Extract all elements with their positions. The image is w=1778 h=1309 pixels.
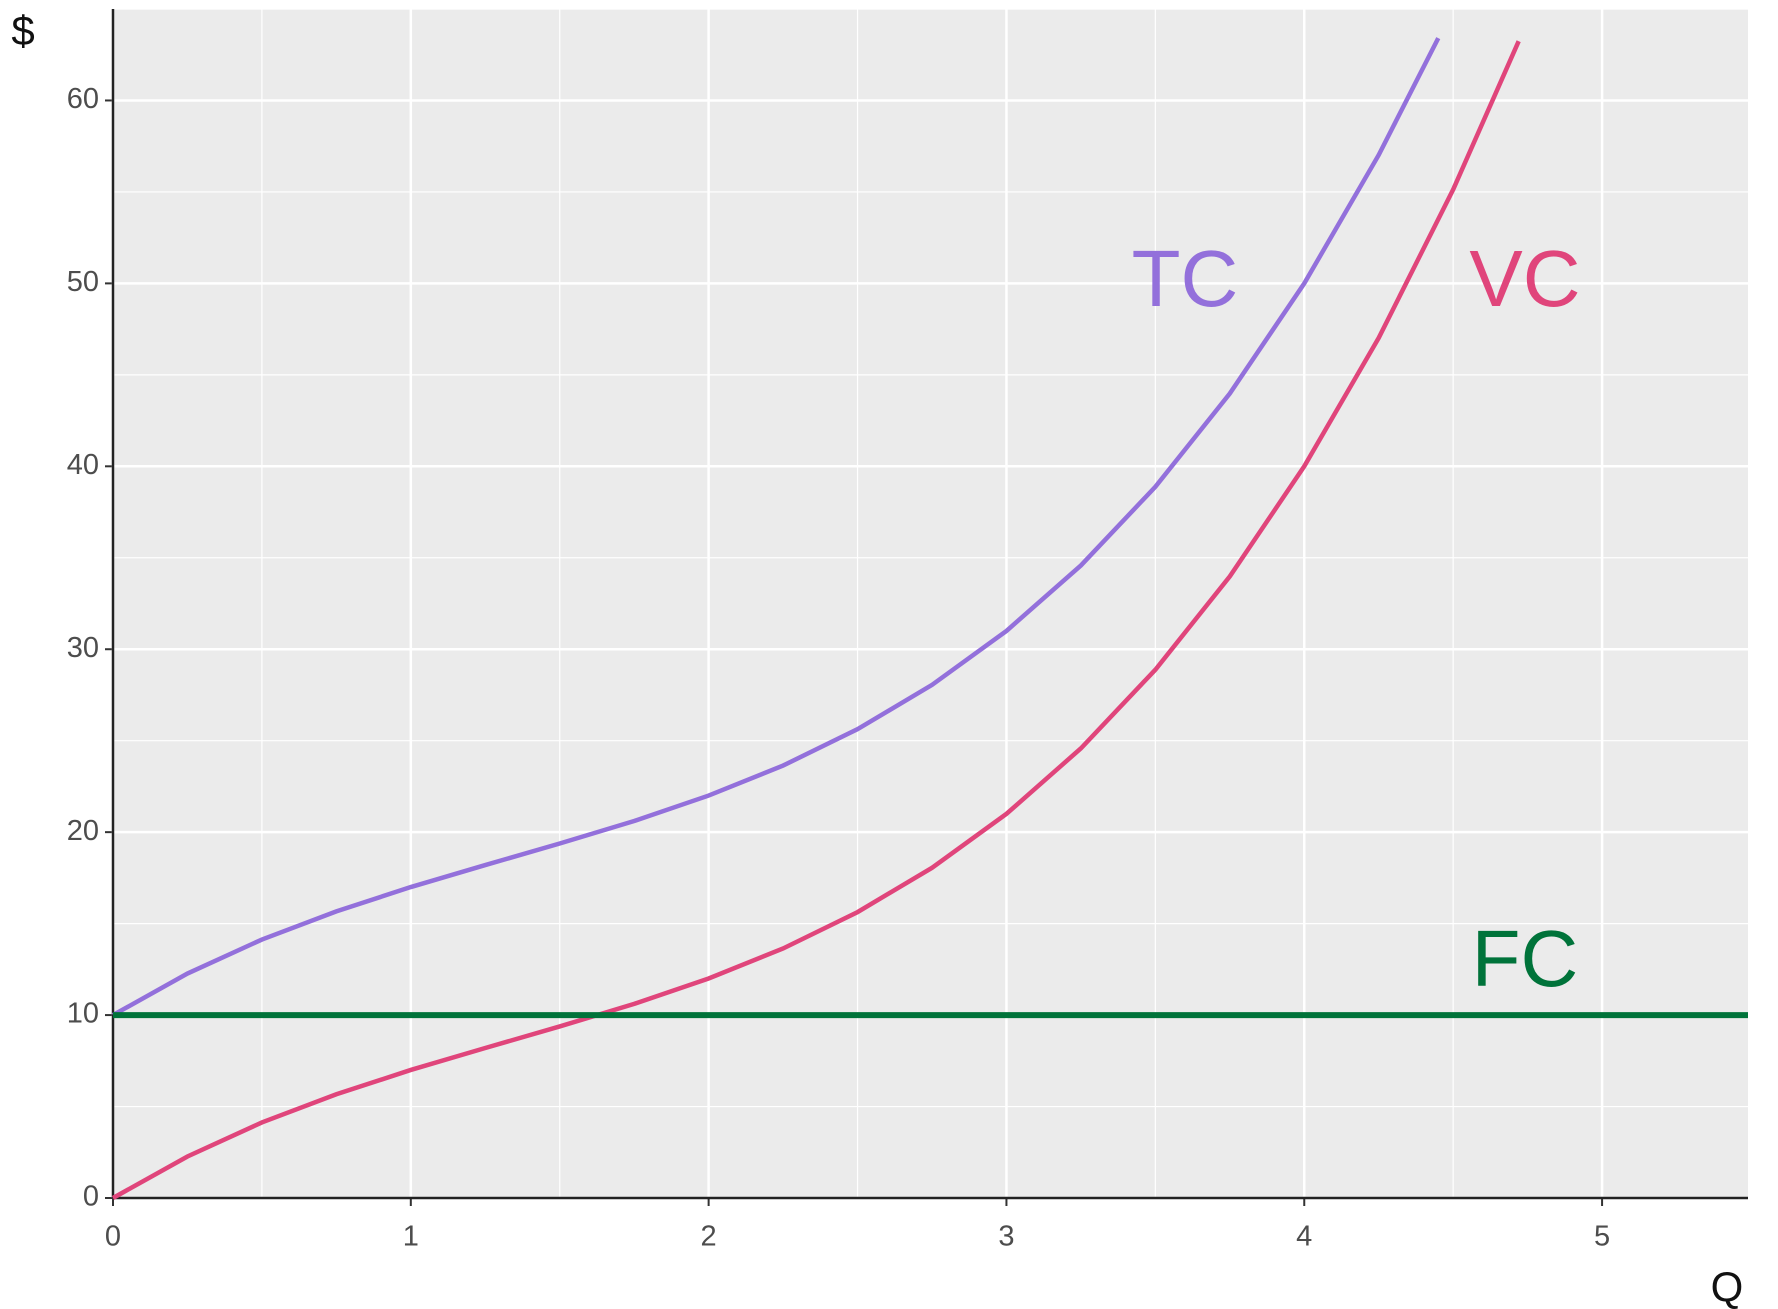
y-tick-label: 30 [67,632,99,664]
y-axis-label: $ [11,7,34,54]
x-tick-label: 4 [1296,1221,1312,1253]
x-tick-label: 2 [701,1221,717,1253]
curve-label: VC [1469,234,1580,323]
y-tick-label: 40 [67,449,99,481]
x-axis-label: Q [1711,1263,1744,1309]
curve-label: TC [1132,234,1239,323]
x-tick-label: 0 [105,1221,121,1253]
y-tick-label: 10 [67,998,99,1030]
y-tick-label: 0 [83,1181,99,1213]
x-tick-label: 5 [1594,1221,1610,1253]
curve-label: FC [1472,914,1579,1003]
y-tick-label: 60 [67,83,99,115]
x-tick-label: 3 [998,1221,1014,1253]
line [111,40,1521,1200]
x-tick-label: 1 [403,1221,419,1253]
y-tick-label: 50 [67,266,99,298]
y-tick-label: 20 [67,815,99,847]
plot-background [113,9,1748,1198]
line [111,37,1441,1018]
